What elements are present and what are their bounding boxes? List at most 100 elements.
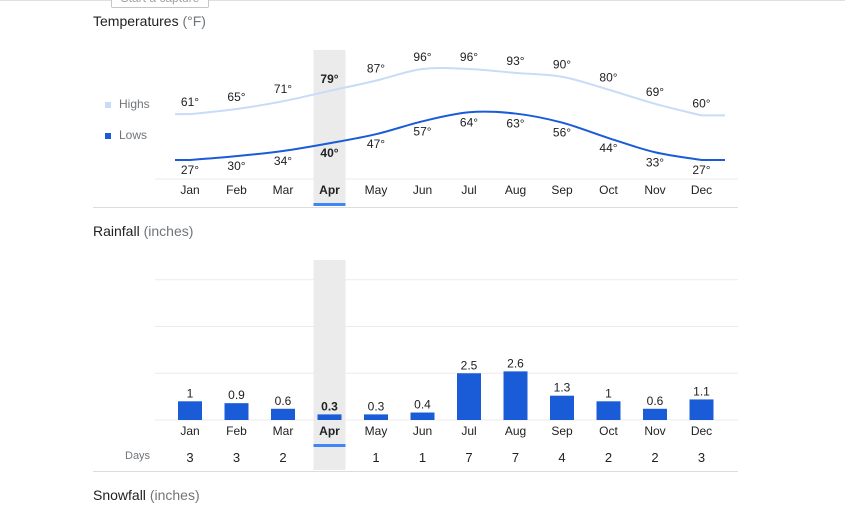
temp-month-tick-sep: Sep (551, 183, 573, 197)
low-label-feb: 30° (227, 159, 245, 173)
rain-days-jul: 7 (465, 450, 473, 465)
high-label-apr: 79° (320, 72, 338, 86)
low-label-jul: 64° (460, 115, 478, 129)
rain-month-tick-apr: Apr (319, 424, 340, 438)
rain-bar-jun (410, 412, 435, 420)
high-label-feb: 65° (227, 90, 245, 104)
rain-days-jun: 1 (418, 450, 427, 465)
temp-month-tick-dec: Dec (691, 183, 712, 197)
rain-value-may: 0.3 (368, 399, 385, 413)
high-label-dec: 60° (692, 96, 710, 110)
highs-line (175, 66, 725, 117)
low-label-may: 47° (367, 137, 385, 151)
rain-bar-apr (317, 414, 342, 420)
temp-month-tick-jan: Jan (180, 183, 199, 197)
rain-bar-may (364, 414, 388, 420)
rain-month-tick-nov: Nov (644, 424, 665, 438)
high-label-nov: 69° (646, 85, 664, 99)
temperature-divider (93, 207, 738, 208)
temp-month-tick-oct: Oct (599, 183, 618, 197)
low-label-dec: 27° (692, 163, 710, 177)
high-label-oct: 80° (599, 71, 617, 85)
rainfall-title-text: Rainfall (93, 223, 140, 239)
low-label-jun: 57° (413, 124, 431, 138)
high-label-aug: 93° (506, 54, 524, 68)
rain-month-tick-feb: Feb (226, 424, 247, 438)
temp-month-tick-nov: Nov (644, 183, 665, 197)
rain-value-dec: 1.1 (693, 384, 710, 398)
low-label-aug: 63° (506, 117, 524, 131)
high-label-jul: 96° (460, 50, 478, 64)
rain-value-feb: 0.9 (228, 388, 245, 402)
snowfall-title: Snowfall (inches) (93, 487, 200, 503)
rain-value-oct: 1 (605, 386, 612, 400)
rain-value-sep: 1.3 (554, 381, 571, 395)
high-label-jan: 61° (181, 95, 199, 109)
rain-month-tick-sep: Sep (551, 424, 573, 438)
rain-days-oct: 2 (604, 450, 613, 465)
temp-month-tick-may: May (365, 183, 388, 197)
legend-highs-label: Highs (119, 97, 150, 111)
high-label-sep: 90° (553, 58, 571, 72)
legend-lows-swatch (105, 132, 111, 139)
temperatures-title: Temperatures (°F) (93, 13, 206, 29)
rain-bar-nov (643, 408, 667, 420)
temp-month-tick-jul: Jul (461, 183, 476, 197)
rain-value-jul: 2.5 (461, 358, 478, 372)
rain-month-tick-jun: Jun (413, 424, 432, 438)
high-label-may: 87° (367, 62, 385, 76)
rain-days-nov: 2 (651, 450, 659, 465)
low-label-nov: 33° (646, 155, 664, 169)
rainfall-title: Rainfall (inches) (93, 223, 193, 239)
rain-days-feb: 3 (232, 450, 241, 465)
rain-value-apr: 0.3 (321, 399, 338, 413)
temp-month-tick-mar: Mar (273, 183, 294, 197)
temp-selected-indicator (313, 203, 346, 206)
temp-month-tick-jun: Jun (413, 183, 432, 197)
rain-bar-feb (224, 403, 249, 420)
rain-bar-mar (271, 408, 295, 420)
rain-value-aug: 2.6 (507, 356, 524, 370)
rain-month-tick-jan: Jan (180, 424, 199, 438)
legend-lows-label: Lows (119, 128, 148, 142)
rain-selected-indicator (313, 444, 346, 447)
rain-days-mar: 2 (279, 450, 287, 465)
temperatures-unit: (°F) (182, 13, 206, 29)
rain-selected-band (313, 260, 346, 470)
legend-highs: Highs (105, 97, 150, 111)
rain-bar-dec (689, 399, 714, 420)
rain-bar-oct (596, 401, 621, 420)
temperatures-title-text: Temperatures (93, 13, 179, 29)
high-label-jun: 96° (413, 50, 431, 64)
days-label: Days (125, 450, 151, 462)
low-label-oct: 44° (599, 141, 617, 155)
rain-month-tick-jul: Jul (461, 424, 476, 438)
rain-bar-aug (503, 371, 528, 420)
rain-bar-sep (550, 395, 574, 420)
high-label-mar: 71° (274, 82, 292, 96)
legend-lows: Lows (105, 128, 147, 142)
snowfall-unit: (inches) (149, 487, 200, 503)
low-label-mar: 34° (274, 154, 292, 168)
rain-value-jan: 1 (187, 386, 194, 400)
rain-bar-jan (178, 401, 202, 420)
rain-month-tick-aug: Aug (505, 424, 526, 438)
temp-month-tick-feb: Feb (226, 183, 247, 197)
rain-bar-jul (457, 373, 481, 420)
rainfall-unit: (inches) (143, 223, 194, 239)
rain-days-dec: 3 (697, 450, 706, 465)
rain-month-tick-dec: Dec (691, 424, 712, 438)
rain-month-tick-oct: Oct (599, 424, 618, 438)
rain-days-sep: 4 (558, 450, 566, 465)
low-label-apr: 40° (320, 146, 338, 160)
rainfall-divider (93, 471, 738, 472)
top-border (0, 0, 845, 1)
temp-month-tick-aug: Aug (505, 183, 526, 197)
snowfall-title-text: Snowfall (93, 487, 146, 503)
rain-days-jan: 3 (186, 450, 194, 465)
rain-month-tick-mar: Mar (273, 424, 294, 438)
start-capture-button[interactable]: Start a capture (111, 0, 209, 8)
rain-month-tick-may: May (365, 424, 388, 438)
rain-value-jun: 0.4 (414, 398, 431, 412)
